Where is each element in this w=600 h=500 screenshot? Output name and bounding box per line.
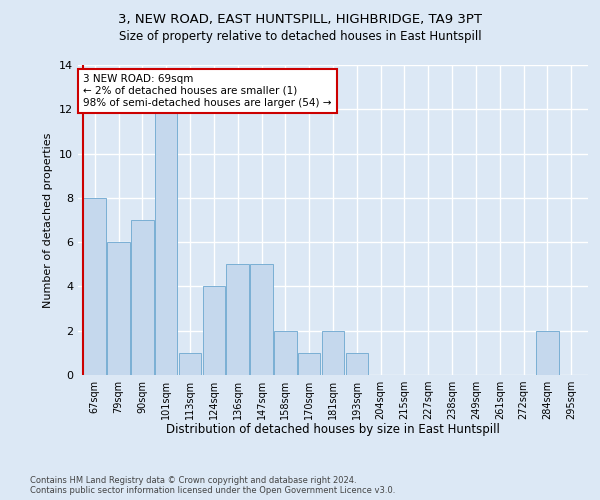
Text: Distribution of detached houses by size in East Huntspill: Distribution of detached houses by size …: [166, 422, 500, 436]
Y-axis label: Number of detached properties: Number of detached properties: [43, 132, 53, 308]
Bar: [179, 353, 202, 375]
Text: 3 NEW ROAD: 69sqm
← 2% of detached houses are smaller (1)
98% of semi-detached h: 3 NEW ROAD: 69sqm ← 2% of detached house…: [83, 74, 332, 108]
Text: Contains HM Land Registry data © Crown copyright and database right 2024.
Contai: Contains HM Land Registry data © Crown c…: [30, 476, 395, 495]
Bar: [131, 220, 154, 375]
Bar: [322, 330, 344, 375]
Bar: [203, 286, 225, 375]
Bar: [346, 353, 368, 375]
Bar: [155, 110, 178, 375]
Bar: [298, 353, 320, 375]
Bar: [226, 264, 249, 375]
Bar: [250, 264, 273, 375]
Text: Size of property relative to detached houses in East Huntspill: Size of property relative to detached ho…: [119, 30, 481, 43]
Text: 3, NEW ROAD, EAST HUNTSPILL, HIGHBRIDGE, TA9 3PT: 3, NEW ROAD, EAST HUNTSPILL, HIGHBRIDGE,…: [118, 12, 482, 26]
Bar: [83, 198, 106, 375]
Bar: [536, 330, 559, 375]
Bar: [107, 242, 130, 375]
Bar: [274, 330, 296, 375]
